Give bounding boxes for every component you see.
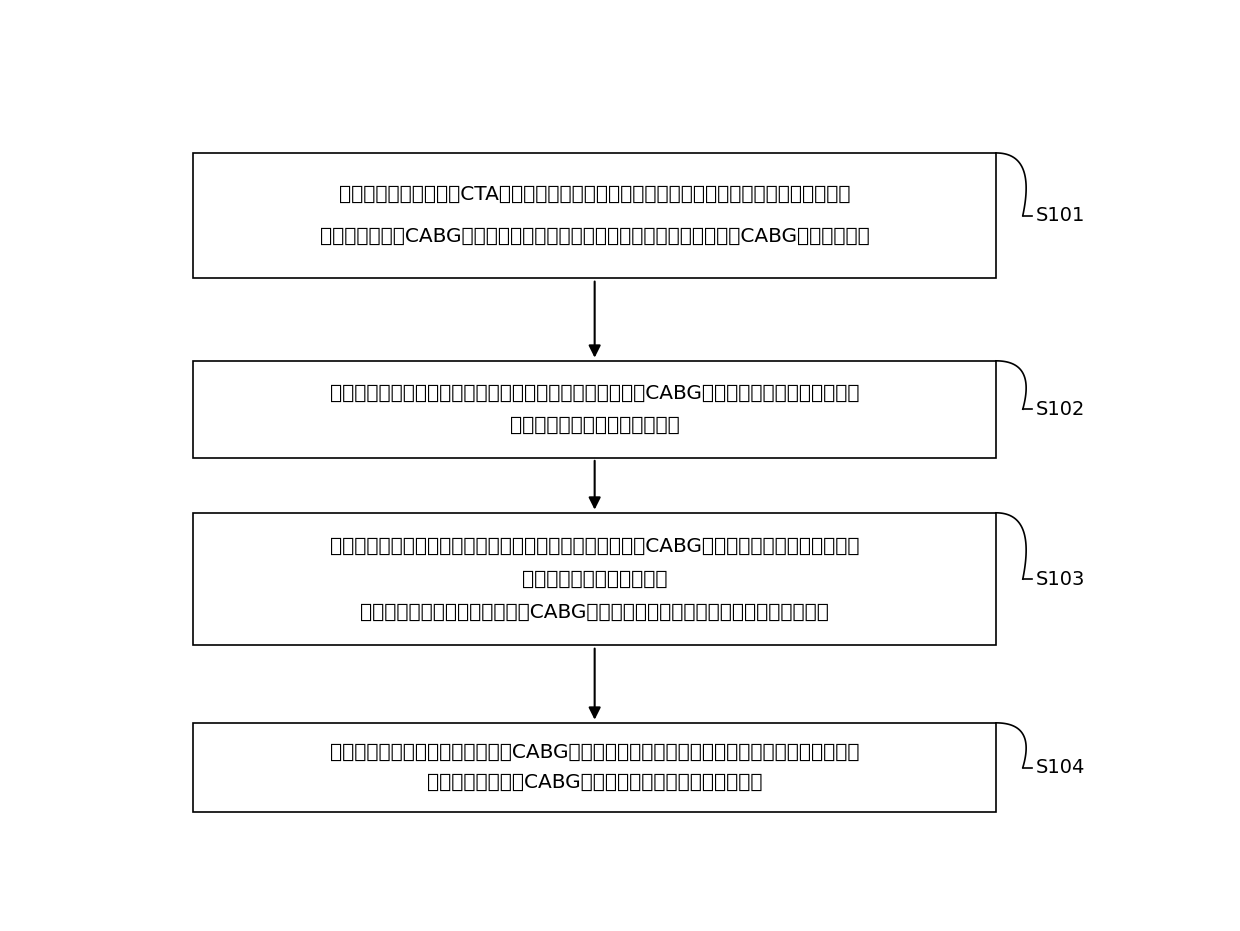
Bar xyxy=(193,513,996,645)
Text: 根据获取到的冠状动脉CTA的数据，进行重构，得到具有狭窄病变的冠状动脉，按照预设的冠: 根据获取到的冠状动脉CTA的数据，进行重构，得到具有狭窄病变的冠状动脉，按照预设… xyxy=(339,185,851,204)
Text: S101: S101 xyxy=(1035,206,1085,225)
Text: S103: S103 xyxy=(1035,570,1085,588)
Text: 数据，调用流体力学公式，确定CABG后的冠状动脉的每个分支的血流量的优化公式: 数据，调用流体力学公式，确定CABG后的冠状动脉的每个分支的血流量的优化公式 xyxy=(361,602,830,622)
Text: 据和桥接血管的龙骨节点的数据: 据和桥接血管的龙骨节点的数据 xyxy=(510,416,680,435)
Text: 状动脉旁路移植CABG的方案，对具有狭窄病变的冠状动脉进行桥接，得到CABG后的冠状动脉: 状动脉旁路移植CABG的方案，对具有狭窄病变的冠状动脉进行桥接，得到CABG后的… xyxy=(320,227,869,246)
Bar xyxy=(193,361,996,458)
Text: S104: S104 xyxy=(1035,758,1085,777)
Bar xyxy=(193,153,996,278)
Text: 根据无狭窄病变的冠状动脉的每个分支的末端微循环阻抗，CABG后的冠状动脉的龙骨节点的数: 根据无狭窄病变的冠状动脉的每个分支的末端微循环阻抗，CABG后的冠状动脉的龙骨节… xyxy=(330,536,859,556)
Text: 式进行优化，得到CABG后的冠状动脉的每个分支的血流量: 式进行优化，得到CABG后的冠状动脉的每个分支的血流量 xyxy=(427,773,763,792)
Text: 获取无狭窄病变的冠状动脉的每个分支的末端微循环阻抗，CABG后的冠状动脉的龙骨节点的数: 获取无狭窄病变的冠状动脉的每个分支的末端微循环阻抗，CABG后的冠状动脉的龙骨节… xyxy=(330,384,859,402)
Text: S102: S102 xyxy=(1035,399,1085,419)
Text: 据和桥接血管的龙骨节点的: 据和桥接血管的龙骨节点的 xyxy=(522,570,667,588)
Bar xyxy=(193,722,996,813)
Text: 基于预设的优化算法，根据预设的CABG后的冠状动脉的每个分支的血流量的初始值，对优化公: 基于预设的优化算法，根据预设的CABG后的冠状动脉的每个分支的血流量的初始值，对… xyxy=(330,743,859,762)
